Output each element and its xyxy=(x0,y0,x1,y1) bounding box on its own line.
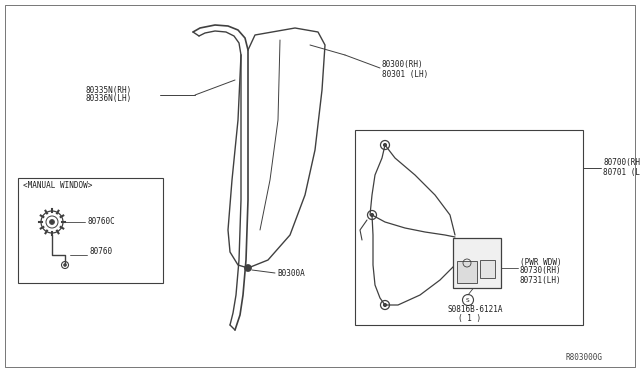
Circle shape xyxy=(64,264,66,266)
Text: ( 1 ): ( 1 ) xyxy=(458,314,481,324)
Text: B0300A: B0300A xyxy=(277,269,305,278)
Text: 80301 (LH): 80301 (LH) xyxy=(382,70,428,78)
Circle shape xyxy=(49,219,54,224)
Text: S0816B-6121A: S0816B-6121A xyxy=(448,305,504,314)
Text: 80335N(RH): 80335N(RH) xyxy=(85,86,131,94)
Bar xyxy=(457,261,477,283)
Text: S: S xyxy=(466,298,470,302)
Text: 80730(RH): 80730(RH) xyxy=(520,266,562,276)
Bar xyxy=(18,178,163,283)
Text: 80760C: 80760C xyxy=(87,218,115,227)
Bar xyxy=(355,130,583,325)
Text: 80701 (LH): 80701 (LH) xyxy=(603,167,640,176)
Bar xyxy=(453,238,501,288)
Text: <MANUAL WINDOW>: <MANUAL WINDOW> xyxy=(23,182,92,190)
Text: R803000G: R803000G xyxy=(565,353,602,362)
Circle shape xyxy=(383,144,387,147)
Circle shape xyxy=(371,214,374,217)
Text: 80760: 80760 xyxy=(89,247,112,257)
Circle shape xyxy=(383,304,387,307)
Text: (PWR WDW): (PWR WDW) xyxy=(520,257,562,266)
Circle shape xyxy=(244,264,252,272)
Text: 80700(RH): 80700(RH) xyxy=(603,158,640,167)
Text: 80300(RH): 80300(RH) xyxy=(382,61,424,70)
Text: 80731(LH): 80731(LH) xyxy=(520,276,562,285)
Text: 80336N(LH): 80336N(LH) xyxy=(85,94,131,103)
Bar xyxy=(480,260,495,278)
